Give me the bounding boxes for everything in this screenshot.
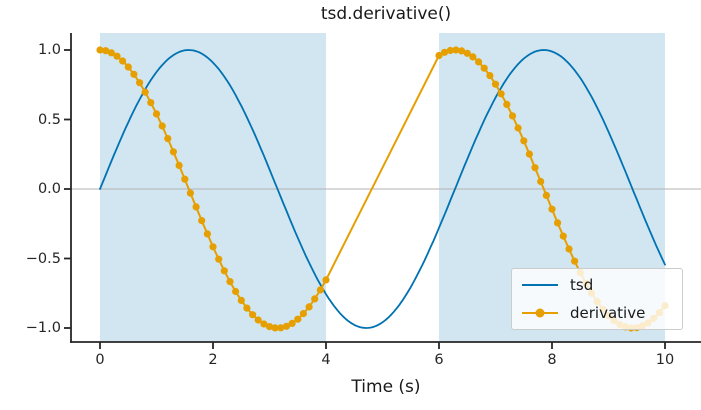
series-line-tsd — [99, 49, 666, 329]
series-marker-derivative — [141, 88, 149, 96]
series-marker-derivative — [147, 99, 155, 107]
series-marker-derivative — [271, 324, 279, 332]
series-marker-derivative — [277, 324, 285, 332]
series-marker-derivative — [237, 296, 245, 304]
series-marker-derivative — [113, 52, 121, 60]
x-axis-label: Time (s) — [351, 377, 421, 397]
series-marker-derivative — [260, 320, 268, 328]
y-tick-label: 0.0 — [37, 181, 61, 197]
series-marker-derivative — [486, 72, 494, 80]
series-marker-derivative — [503, 100, 511, 108]
series-marker-derivative — [497, 90, 505, 98]
series-marker-derivative — [571, 257, 579, 265]
series-marker-derivative — [542, 191, 551, 199]
series-marker-derivative — [299, 310, 307, 318]
series-marker-derivative — [282, 322, 291, 330]
series-marker-derivative — [107, 49, 115, 57]
series-marker-derivative — [136, 79, 144, 87]
series-marker-derivative — [186, 189, 194, 197]
x-tick-label: 6 — [434, 352, 444, 368]
series-marker-derivative — [531, 164, 539, 172]
series-marker-derivative — [458, 47, 466, 55]
series-marker-derivative — [441, 48, 449, 56]
legend-line-marker-swatch-derivative — [522, 308, 558, 318]
series-marker-derivative — [463, 49, 471, 57]
series-marker-derivative — [158, 122, 166, 130]
series-marker-derivative — [209, 243, 217, 251]
series-marker-derivative — [288, 319, 296, 327]
series-marker-derivative — [175, 161, 183, 169]
series-marker-derivative — [316, 286, 324, 294]
series-marker-derivative — [537, 177, 545, 186]
y-tick-label: −1.0 — [25, 320, 61, 336]
series-marker-derivative — [294, 315, 302, 323]
legend-item-tsd: tsd — [520, 272, 674, 298]
series-marker-derivative — [322, 276, 330, 284]
x-tick-label: 4 — [321, 352, 331, 368]
series-marker-derivative — [181, 175, 189, 183]
series-marker-derivative — [96, 46, 104, 54]
x-tick-label: 2 — [208, 352, 218, 368]
series-marker-derivative — [215, 255, 223, 263]
series-marker-derivative — [305, 303, 313, 311]
series-marker-derivative — [491, 80, 500, 88]
series-marker-derivative — [192, 203, 200, 211]
x-tick-label: 0 — [95, 352, 105, 368]
series-marker-derivative — [220, 267, 228, 275]
chart-title: tsd.derivative() — [320, 4, 452, 24]
series-marker-derivative — [548, 205, 556, 213]
series-marker-derivative — [169, 148, 177, 156]
legend: tsd derivative — [511, 268, 683, 330]
series-marker-derivative — [480, 64, 488, 72]
series-marker-derivative — [565, 245, 573, 253]
series-marker-derivative — [119, 57, 127, 65]
series-marker-derivative — [226, 278, 234, 286]
legend-line-swatch-tsd — [522, 284, 558, 287]
legend-item-derivative: derivative — [520, 300, 674, 326]
series-marker-derivative — [475, 58, 483, 66]
series-marker-derivative — [124, 63, 132, 71]
series-marker-derivative — [102, 47, 110, 55]
y-tick-label: 0.5 — [37, 111, 61, 128]
shaded-span — [100, 33, 326, 342]
series-marker-derivative — [198, 217, 206, 225]
y-tick-label: −0.5 — [25, 250, 61, 267]
y-tick-label: 1.0 — [37, 42, 61, 58]
x-tick-label: 10 — [655, 352, 675, 368]
series-marker-derivative — [520, 137, 528, 145]
series-marker-derivative — [525, 150, 534, 158]
legend-label-derivative: derivative — [570, 303, 646, 322]
series-marker-derivative — [446, 46, 454, 55]
series-marker-derivative — [130, 70, 138, 78]
series-marker-derivative — [508, 112, 517, 120]
legend-label-tsd: tsd — [570, 276, 594, 295]
series-marker-derivative — [254, 316, 262, 324]
series-marker-derivative — [311, 295, 319, 303]
series-marker-derivative — [232, 287, 240, 296]
series-marker-derivative — [203, 230, 211, 238]
series-marker-derivative — [164, 135, 172, 143]
series-marker-derivative — [559, 232, 567, 240]
series-marker-derivative — [469, 53, 477, 61]
series-marker-derivative — [249, 311, 257, 319]
series-marker-derivative — [152, 110, 161, 118]
series-marker-derivative — [452, 46, 460, 54]
series-marker-derivative — [265, 323, 274, 331]
series-marker-derivative — [243, 304, 251, 312]
series-marker-derivative — [514, 124, 522, 132]
x-tick-label: 8 — [547, 352, 557, 368]
series-marker-derivative — [554, 219, 562, 227]
series-marker-derivative — [435, 51, 443, 60]
